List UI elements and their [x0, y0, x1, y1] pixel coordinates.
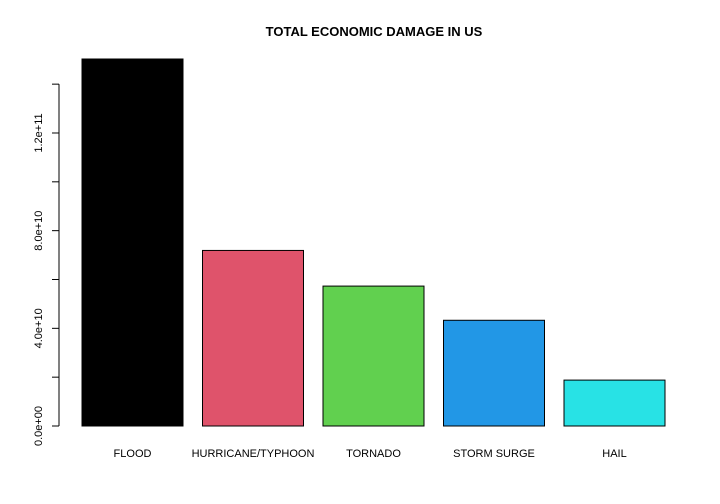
bar: [81, 58, 184, 427]
y-tick-label: 8.0e+10: [33, 211, 45, 251]
bars: [81, 58, 666, 427]
x-tick-label: HURRICANE/TYPHOON: [192, 448, 315, 460]
y-axis: 0.0e+00 4.0e+10 8.0e+10 1.2e+11: [33, 83, 60, 446]
x-tick-label: TORNADO: [346, 448, 401, 460]
y-tick-label: 0.0e+00: [33, 406, 45, 446]
y-tick-label: 1.2e+11: [33, 113, 45, 152]
x-tick-label: FLOOD: [114, 448, 152, 460]
x-tick-label: STORM SURGE: [453, 448, 535, 460]
bar: [563, 379, 666, 427]
y-tick-label: 4.0e+10: [33, 308, 45, 348]
bar: [443, 319, 545, 427]
chart-title: TOTAL ECONOMIC DAMAGE IN US: [266, 24, 483, 39]
x-axis-labels: FLOOD HURRICANE/TYPHOON TORNADO STORM SURGE…: [114, 448, 627, 460]
bar: [322, 285, 425, 427]
bar: [202, 249, 304, 427]
x-tick-label: HAIL: [602, 448, 626, 460]
